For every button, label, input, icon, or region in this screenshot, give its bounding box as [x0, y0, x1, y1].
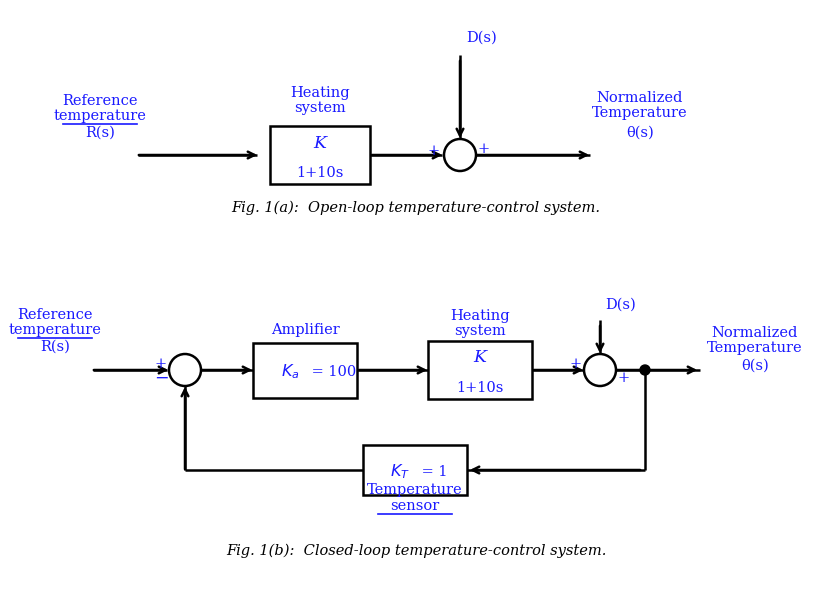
Text: +: + [428, 144, 440, 158]
Text: Reference: Reference [17, 308, 92, 322]
Text: θ(s): θ(s) [741, 359, 769, 373]
Text: θ(s): θ(s) [626, 126, 654, 140]
Text: +: + [478, 142, 490, 156]
Text: +: + [570, 357, 582, 371]
Text: K: K [473, 349, 486, 366]
Circle shape [444, 139, 476, 171]
Text: +: + [618, 371, 630, 385]
Text: 1+10s: 1+10s [297, 166, 344, 180]
Circle shape [169, 354, 201, 386]
Text: +: + [155, 357, 167, 371]
Text: temperature: temperature [53, 109, 147, 123]
Text: Fig. 1(a):  Open-loop temperature-control system.: Fig. 1(a): Open-loop temperature-control… [232, 200, 601, 215]
Text: = 1: = 1 [417, 465, 447, 479]
Text: K: K [313, 135, 327, 151]
Text: Heating: Heating [290, 86, 350, 100]
Bar [270, 126, 370, 184]
Text: D(s): D(s) [466, 31, 496, 45]
Text: Heating: Heating [450, 309, 510, 323]
Text: $K_a$: $K_a$ [282, 363, 300, 381]
Text: system: system [454, 324, 506, 338]
Text: R(s): R(s) [40, 340, 70, 354]
Circle shape [640, 365, 650, 375]
Text: Temperature: Temperature [367, 483, 463, 497]
Text: Reference: Reference [62, 94, 137, 108]
Text: −: − [154, 369, 168, 387]
Text: Amplifier: Amplifier [271, 323, 339, 337]
Circle shape [584, 354, 616, 386]
Text: Temperature: Temperature [592, 106, 688, 120]
Bar [363, 445, 467, 495]
Text: Normalized: Normalized [596, 91, 683, 105]
Text: = 100: = 100 [307, 365, 357, 379]
Text: Temperature: Temperature [707, 341, 803, 355]
Text: $K_T$: $K_T$ [390, 463, 410, 482]
Text: Normalized: Normalized [712, 326, 798, 340]
Bar [428, 341, 532, 399]
Text: system: system [294, 101, 346, 115]
Text: 1+10s: 1+10s [456, 381, 504, 395]
Bar [253, 343, 357, 397]
Text: D(s): D(s) [605, 298, 636, 312]
Text: R(s): R(s) [85, 126, 115, 140]
Text: sensor: sensor [391, 499, 440, 513]
Text: Fig. 1(b):  Closed-loop temperature-control system.: Fig. 1(b): Closed-loop temperature-contr… [226, 544, 606, 558]
Text: temperature: temperature [8, 323, 102, 337]
